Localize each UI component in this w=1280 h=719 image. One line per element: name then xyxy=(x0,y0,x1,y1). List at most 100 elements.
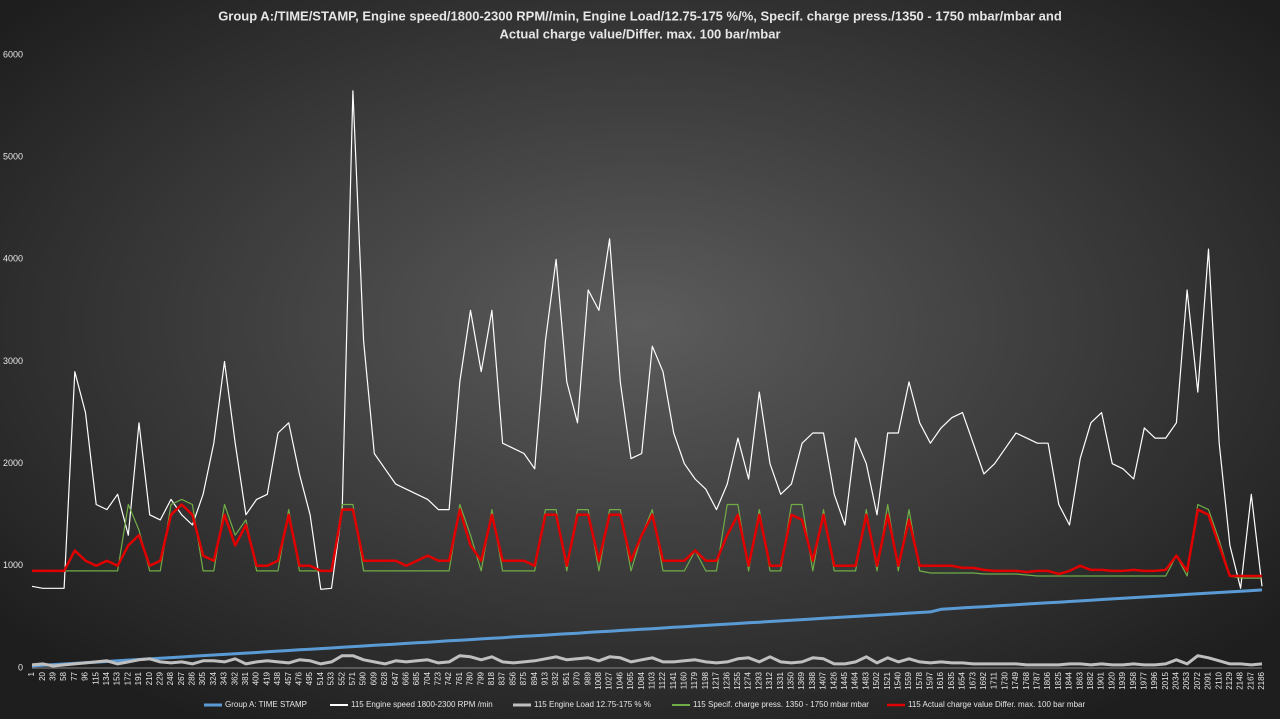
x-tick-label: 704 xyxy=(423,671,432,685)
chart-title: Actual charge value/Differ. max. 100 bar… xyxy=(499,26,780,41)
legend-label: Group A: TIME STAMP xyxy=(225,700,307,709)
x-tick-label: 1502 xyxy=(872,671,881,689)
x-tick-label: 1084 xyxy=(637,671,646,689)
x-tick-label: 913 xyxy=(541,671,550,685)
y-tick-label: 0 xyxy=(18,662,23,672)
legend-label: 115 Actual charge value Differ. max. 100… xyxy=(908,700,1085,709)
x-tick-label: 1635 xyxy=(947,671,956,689)
x-tick-label: 1160 xyxy=(680,671,689,689)
x-tick-label: 1046 xyxy=(615,671,624,689)
y-tick-label: 1000 xyxy=(3,560,23,570)
series-line xyxy=(31,588,1263,668)
x-tick-label: 1654 xyxy=(958,671,967,689)
x-tick-label: 153 xyxy=(113,671,122,685)
x-tick-label: 514 xyxy=(316,671,325,685)
x-tick-label: 1 xyxy=(27,671,36,676)
x-tick-label: 1749 xyxy=(1011,671,1020,689)
x-tick-label: 1787 xyxy=(1033,671,1042,689)
x-tick-label: 1958 xyxy=(1129,671,1138,689)
x-tick-label: 894 xyxy=(530,671,539,685)
x-tick-label: 1996 xyxy=(1150,671,1159,689)
x-tick-label: 571 xyxy=(348,671,357,685)
x-tick-label: 191 xyxy=(134,671,143,685)
x-tick-label: 20 xyxy=(38,671,47,680)
x-tick-label: 381 xyxy=(241,671,250,685)
y-tick-label: 2000 xyxy=(3,458,23,468)
x-tick-label: 1331 xyxy=(776,671,785,689)
x-tick-label: 1882 xyxy=(1086,671,1095,689)
x-tick-label: 39 xyxy=(49,671,58,680)
legend-label: 115 Engine Load 12.75-175 % % xyxy=(534,700,651,709)
x-tick-label: 400 xyxy=(252,671,261,685)
x-tick-label: 1198 xyxy=(701,671,710,689)
x-tick-label: 2015 xyxy=(1161,671,1170,689)
x-tick-label: 1065 xyxy=(626,671,635,689)
x-tick-label: 1426 xyxy=(829,671,838,689)
x-tick-label: 590 xyxy=(359,671,368,685)
x-tick-label: 1407 xyxy=(819,671,828,689)
x-tick-label: 742 xyxy=(444,671,453,685)
x-tick-label: 267 xyxy=(177,671,186,685)
x-tick-label: 286 xyxy=(188,671,197,685)
y-tick-label: 6000 xyxy=(3,49,23,59)
x-tick-label: 419 xyxy=(262,671,271,685)
x-tick-label: 1692 xyxy=(979,671,988,689)
x-tick-label: 495 xyxy=(305,671,314,685)
series-line xyxy=(32,503,1262,578)
x-tick-label: 134 xyxy=(102,671,111,685)
x-tick-label: 172 xyxy=(123,671,132,685)
x-tick-label: 1521 xyxy=(883,671,892,689)
legend-label: 115 Specif. charge press. 1350 - 1750 mb… xyxy=(693,700,869,709)
x-tick-label: 647 xyxy=(391,671,400,685)
x-tick-label: 1939 xyxy=(1118,671,1127,689)
x-tick-label: 1616 xyxy=(936,671,945,689)
x-tick-label: 248 xyxy=(166,671,175,685)
series-line xyxy=(31,654,1263,668)
x-tick-label: 1274 xyxy=(744,671,753,689)
x-tick-label: 324 xyxy=(209,671,218,685)
x-tick-label: 533 xyxy=(327,671,336,685)
x-tick-label: 1141 xyxy=(669,671,678,689)
x-tick-label: 837 xyxy=(498,671,507,685)
x-tick-label: 1597 xyxy=(926,671,935,689)
x-tick-label: 2148 xyxy=(1236,671,1245,689)
y-tick-label: 5000 xyxy=(3,152,23,162)
x-tick-label: 210 xyxy=(145,671,154,685)
x-tick-label: 799 xyxy=(476,671,485,685)
x-tick-label: 685 xyxy=(412,671,421,685)
x-tick-label: 1388 xyxy=(808,671,817,689)
x-tick-label: 2091 xyxy=(1204,671,1213,689)
x-tick-label: 1540 xyxy=(893,671,902,689)
x-tick-label: 1122 xyxy=(658,671,667,689)
x-tick-label: 362 xyxy=(230,671,239,685)
x-tick-label: 1730 xyxy=(1000,671,1009,689)
x-tick-label: 476 xyxy=(295,671,304,685)
x-tick-label: 1901 xyxy=(1097,671,1106,689)
x-tick-label: 723 xyxy=(434,671,443,685)
x-tick-label: 1312 xyxy=(765,671,774,689)
x-tick-label: 1179 xyxy=(690,671,699,689)
x-tick-label: 1920 xyxy=(1107,671,1116,689)
x-tick-label: 1464 xyxy=(851,671,860,689)
x-tick-label: 1806 xyxy=(1043,671,1052,689)
x-tick-label: 2167 xyxy=(1246,671,1255,689)
legend-label: 115 Engine speed 1800-2300 RPM /min xyxy=(351,700,493,709)
series-line xyxy=(31,90,1263,590)
y-tick-label: 4000 xyxy=(3,254,23,264)
x-tick-label: 989 xyxy=(583,671,592,685)
x-tick-label: 1350 xyxy=(787,671,796,689)
x-tick-label: 1369 xyxy=(797,671,806,689)
x-tick-label: 628 xyxy=(380,671,389,685)
x-tick-label: 666 xyxy=(401,671,410,685)
x-tick-label: 1445 xyxy=(840,671,849,689)
x-tick-label: 58 xyxy=(59,671,68,680)
x-tick-label: 1578 xyxy=(915,671,924,689)
x-tick-label: 1236 xyxy=(722,671,731,689)
x-tick-label: 970 xyxy=(573,671,582,685)
x-tick-label: 457 xyxy=(284,671,293,685)
x-tick-label: 1863 xyxy=(1075,671,1084,689)
x-tick-label: 1483 xyxy=(861,671,870,689)
